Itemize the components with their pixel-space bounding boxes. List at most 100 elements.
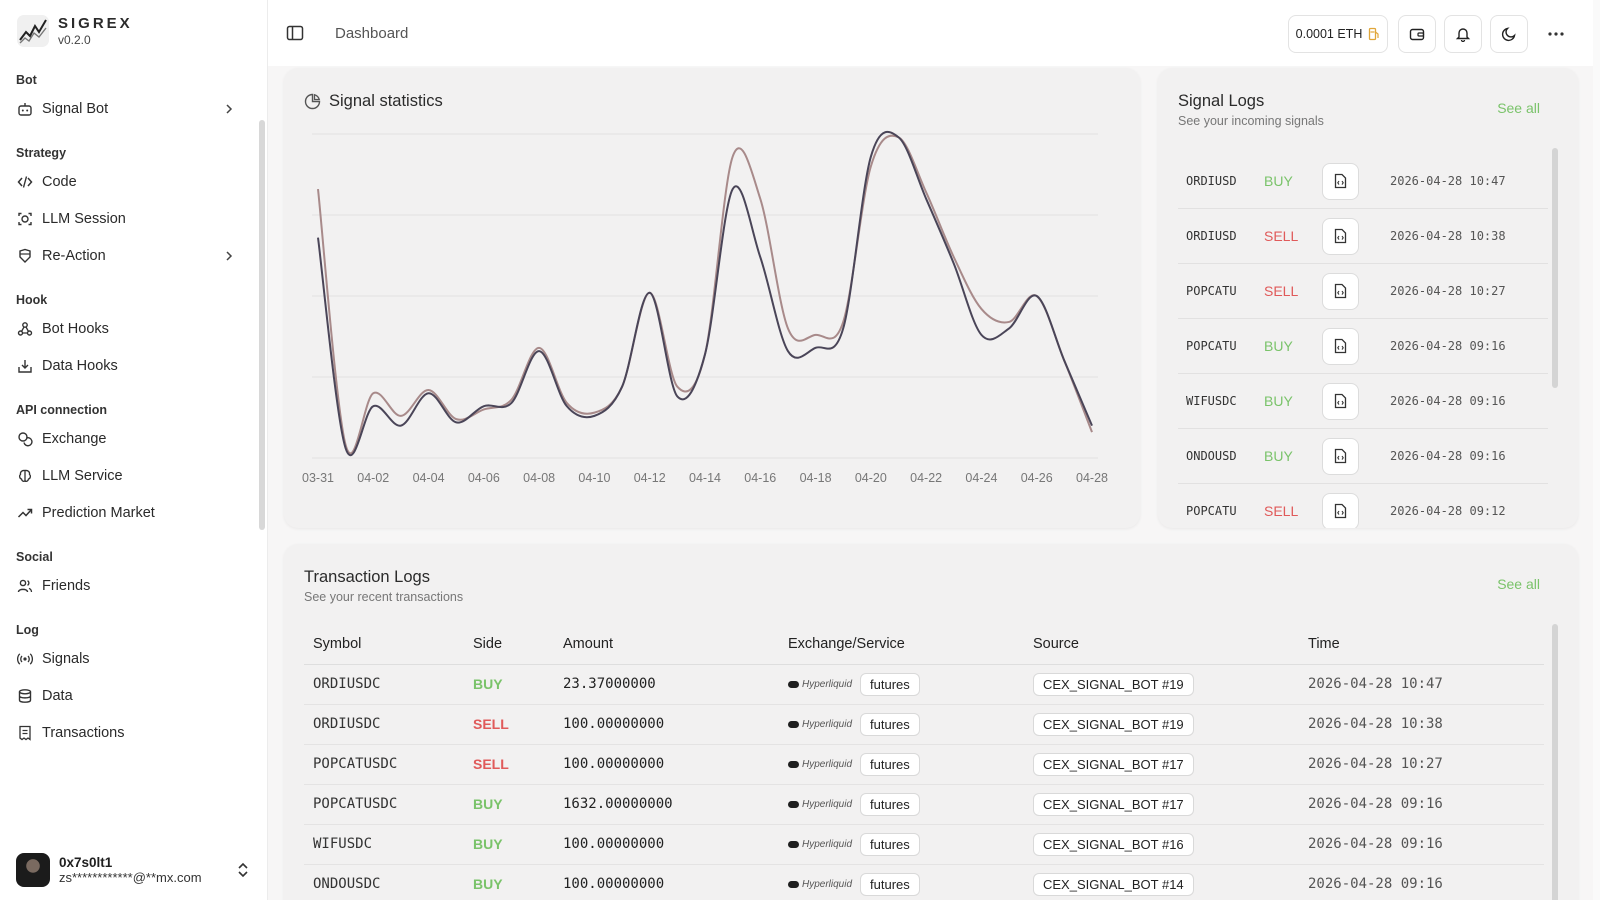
sidebar-item-friends[interactable]: Friends	[0, 567, 252, 604]
hyperliquid-logo: Hyperliquid	[788, 879, 852, 890]
hyperliquid-logo: Hyperliquid	[788, 759, 852, 770]
sidebar-item-llm-service[interactable]: LLM Service	[0, 457, 252, 494]
sidebar-item-signal-bot[interactable]: Signal Bot	[0, 90, 252, 127]
wallet-button[interactable]	[1398, 15, 1436, 53]
view-signal-button[interactable]	[1322, 272, 1359, 310]
nav-section-log: Log	[16, 623, 39, 637]
column-header-amount[interactable]: Amount	[554, 624, 779, 665]
sidebar-item-re-action[interactable]: Re-Action	[0, 237, 252, 274]
more-button[interactable]	[1546, 24, 1566, 44]
fuel-icon	[1369, 27, 1379, 41]
table-row[interactable]: POPCATUSDC BUY 1632.00000000 Hyperliquid fut…	[304, 784, 1544, 825]
table-row[interactable]: POPCATUSDC SELL 100.00000000 Hyperliquid fut…	[304, 744, 1544, 785]
tx-amount: 1632.00000000	[554, 784, 779, 825]
source-badge[interactable]: CEX_SIGNAL_BOT #17	[1033, 752, 1194, 776]
signal-time: 2026-04-28 09:16	[1390, 449, 1506, 463]
list-item[interactable]: ORDIUSD BUY 2026-04-28 10:47	[1178, 154, 1548, 209]
list-item[interactable]: POPCATU SELL 2026-04-28 09:12	[1178, 484, 1548, 528]
tx-amount: 100.00000000	[554, 864, 779, 900]
series-line-2	[317, 130, 1093, 457]
list-item[interactable]: POPCATU SELL 2026-04-28 10:27	[1178, 264, 1548, 319]
column-header-exchange-service[interactable]: Exchange/Service	[779, 624, 1024, 665]
source-badge[interactable]: CEX_SIGNAL_BOT #19	[1033, 672, 1194, 696]
view-signal-button[interactable]	[1322, 492, 1359, 528]
x-tick-label: 04-20	[855, 471, 887, 485]
sidebar-item-label: Signals	[42, 650, 90, 667]
sidebar-item-signals[interactable]: Signals	[0, 640, 252, 677]
tx-time: 2026-04-28 09:16	[1299, 784, 1544, 825]
hyperliquid-logo: Hyperliquid	[788, 679, 852, 690]
transactions-scrollbar[interactable]	[1552, 624, 1558, 900]
sidebar-nav: Bot Signal Bot Strategy Code LLM Session Re-A…	[0, 70, 252, 767]
table-header-row: Symbol Side Amount Exchange/Service Source Ti…	[304, 624, 1544, 665]
transaction-logs-see-all-link[interactable]: See all	[1497, 576, 1540, 592]
column-header-time[interactable]: Time	[1299, 624, 1544, 665]
sigrex-logo-icon	[17, 15, 49, 47]
signal-logs-scrollbar[interactable]	[1552, 148, 1558, 388]
user-card[interactable]: 0x7s0lt1 zs************@**mx.com	[16, 850, 250, 890]
x-tick-label: 04-08	[523, 471, 555, 485]
view-signal-button[interactable]	[1322, 162, 1359, 200]
x-tick-label: 04-16	[744, 471, 776, 485]
sidebar-toggle-icon[interactable]	[286, 24, 304, 42]
market-badge: futures	[860, 872, 920, 896]
avatar	[16, 853, 50, 887]
source-badge[interactable]: CEX_SIGNAL_BOT #16	[1033, 832, 1194, 856]
sidebar-item-data-hooks[interactable]: Data Hooks	[0, 347, 252, 384]
signal-logs-see-all-link[interactable]: See all	[1497, 100, 1540, 116]
exchange-name: Hyperliquid	[802, 718, 853, 730]
table-row[interactable]: WIFUSDC BUY 100.00000000 Hyperliquid futures…	[304, 824, 1544, 865]
market-badge: futures	[860, 672, 920, 696]
chevrons-up-down-icon[interactable]	[236, 861, 250, 879]
signal-time: 2026-04-28 10:27	[1390, 284, 1506, 298]
sidebar-item-llm-session[interactable]: LLM Session	[0, 200, 252, 237]
list-item[interactable]: ORDIUSD SELL 2026-04-28 10:38	[1178, 209, 1548, 264]
tx-symbol: ORDIUSDC	[304, 704, 464, 745]
view-signal-button[interactable]	[1322, 382, 1359, 420]
source-badge[interactable]: CEX_SIGNAL_BOT #14	[1033, 872, 1194, 896]
column-header-source[interactable]: Source	[1024, 624, 1299, 665]
table-row[interactable]: ONDOUSDC BUY 100.00000000 Hyperliquid future…	[304, 864, 1544, 900]
brand[interactable]: SIGREX v0.2.0	[16, 14, 133, 48]
exchange-name: Hyperliquid	[802, 878, 853, 890]
nav-section-hook: Hook	[16, 293, 48, 307]
x-tick-label: 04-18	[800, 471, 832, 485]
tx-exchange-cell: Hyperliquid futures	[779, 864, 1024, 900]
balance-value: 0.0001 ETH	[1295, 27, 1363, 41]
sidebar-item-label: Data	[42, 687, 73, 704]
table-row[interactable]: ORDIUSDC BUY 23.37000000 Hyperliquid futures…	[304, 664, 1544, 705]
sidebar-scrollbar[interactable]	[259, 120, 265, 530]
source-badge[interactable]: CEX_SIGNAL_BOT #19	[1033, 712, 1194, 736]
sidebar-item-bot-hooks[interactable]: Bot Hooks	[0, 310, 252, 347]
exchange-name: Hyperliquid	[802, 838, 853, 850]
x-tick-label: 04-22	[910, 471, 942, 485]
column-header-side[interactable]: Side	[464, 624, 554, 665]
sidebar-item-exchange[interactable]: Exchange	[0, 420, 252, 457]
tx-symbol: ORDIUSDC	[304, 664, 464, 705]
theme-toggle-button[interactable]	[1490, 15, 1528, 53]
view-signal-button[interactable]	[1322, 217, 1359, 255]
balance-button[interactable]: 0.0001 ETH	[1288, 15, 1388, 53]
page-scrollbar[interactable]	[1593, 0, 1600, 900]
table-row[interactable]: ORDIUSDC SELL 100.00000000 Hyperliquid futur…	[304, 704, 1544, 745]
tx-time: 2026-04-28 10:38	[1299, 704, 1544, 745]
source-badge[interactable]: CEX_SIGNAL_BOT #17	[1033, 792, 1194, 816]
sidebar-item-prediction-market[interactable]: Prediction Market	[0, 494, 252, 531]
list-item[interactable]: ONDOUSD BUY 2026-04-28 09:16	[1178, 429, 1548, 484]
column-header-symbol[interactable]: Symbol	[304, 624, 464, 665]
list-item[interactable]: WIFUSDC BUY 2026-04-28 09:16	[1178, 374, 1548, 429]
x-tick-label: 03-31	[302, 471, 334, 485]
exchange-name: Hyperliquid	[802, 678, 853, 690]
list-item[interactable]: POPCATU BUY 2026-04-28 09:16	[1178, 319, 1548, 374]
x-tick-label: 04-14	[689, 471, 721, 485]
view-signal-button[interactable]	[1322, 437, 1359, 475]
view-signal-button[interactable]	[1322, 327, 1359, 365]
signal-time: 2026-04-28 09:12	[1390, 504, 1506, 518]
sidebar-item-code[interactable]: Code	[0, 163, 252, 200]
x-tick-label: 04-28	[1076, 471, 1108, 485]
sidebar-item-transactions[interactable]: Transactions	[0, 714, 252, 751]
hyperliquid-icon	[788, 720, 799, 728]
sidebar-item-data[interactable]: Data	[0, 677, 252, 714]
notifications-button[interactable]	[1444, 15, 1482, 53]
signal-time: 2026-04-28 10:47	[1390, 174, 1506, 188]
